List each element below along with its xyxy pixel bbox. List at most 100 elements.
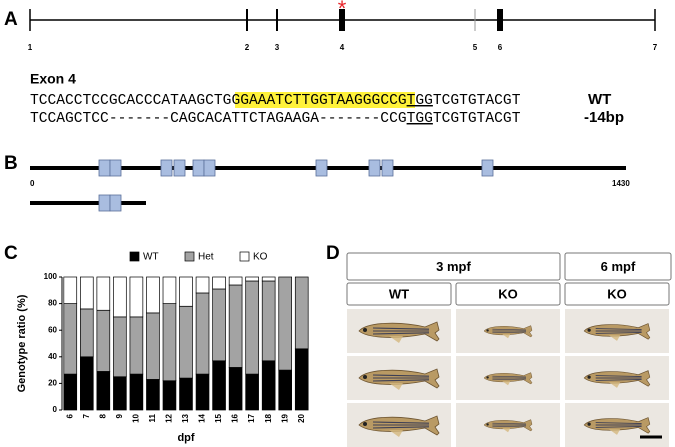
domain (98, 194, 111, 212)
fish-stripe (595, 332, 642, 334)
bar-segment (146, 379, 160, 411)
seq-part: TCCACCTCCGCACCCATAAGCTG (30, 93, 231, 109)
column-header: WT (389, 286, 409, 301)
panel-label: C (4, 243, 18, 264)
fish (358, 415, 440, 437)
bar-segment (195, 373, 210, 411)
wt-label: WT (588, 91, 611, 108)
bar-segment (96, 371, 111, 411)
bar-segment (228, 276, 243, 286)
photo (347, 309, 451, 353)
bar-segment (294, 348, 309, 411)
bar-segment (212, 276, 226, 290)
sequence-title: Exon 4 (30, 71, 76, 87)
fish-fin (608, 382, 621, 388)
domain (315, 159, 328, 177)
bar-segment (96, 309, 111, 372)
fish (483, 325, 533, 339)
mutant-label: -14bp (584, 109, 624, 126)
x-tick-label: 14 (198, 413, 207, 422)
mutant-sequence: TCCAGCTCC-------CAGCACATTCTAGAAGA-------… (30, 111, 521, 127)
bar-segment (245, 276, 259, 282)
x-tick-label: 19 (280, 413, 289, 422)
fish-stripe (595, 426, 642, 428)
domain (481, 159, 494, 177)
bar-segment (129, 316, 144, 375)
fish-eye (363, 375, 367, 379)
fish-fin (502, 381, 511, 386)
domain (203, 159, 216, 177)
x-tick-label: 8 (98, 413, 107, 418)
y-tick-label: 40 (48, 352, 57, 361)
x-axis-label: dpf (177, 432, 194, 444)
exon-label: 2 (245, 43, 250, 52)
bar-segment (80, 356, 94, 411)
fish-stripe (372, 332, 430, 335)
y-tick-label: 20 (48, 379, 57, 388)
fish-fin (389, 336, 403, 343)
seq-pam: TGG (407, 93, 433, 109)
bar-segment (96, 276, 111, 311)
bar-segment (195, 292, 210, 375)
fish-fin (608, 335, 621, 341)
x-tick-label: 15 (214, 413, 223, 422)
domain (109, 159, 122, 177)
fish-fin (389, 383, 403, 390)
photo (565, 356, 669, 400)
group-header-box (346, 252, 561, 281)
fish-stripe (595, 379, 642, 381)
exon (497, 9, 503, 31)
fish-fin (608, 429, 621, 435)
exon-label: 5 (473, 43, 478, 52)
column-header-box (564, 282, 670, 306)
fish-eye (363, 328, 367, 332)
x-tick-label: 12 (165, 413, 174, 422)
exon-label: 1 (28, 43, 33, 52)
fish-eye (486, 423, 489, 426)
legend-label: Het (198, 252, 214, 263)
exon (474, 9, 476, 31)
legend-label: WT (143, 252, 159, 263)
wt-sequence: TCCACCTCCGCACCCATAAGCTGGGAAATCTTGGTAAGGG… (30, 93, 521, 109)
fish-stripe (492, 328, 527, 331)
bar-segment (245, 373, 259, 411)
fish-fin (389, 430, 403, 437)
fish (483, 372, 533, 386)
x-tick-label: 11 (148, 413, 157, 422)
domain (160, 159, 173, 177)
domain (109, 194, 122, 212)
column-header: KO (607, 286, 627, 301)
photo (565, 309, 669, 353)
legend-swatch (239, 251, 250, 262)
fish (483, 419, 533, 433)
exon-label: 6 (498, 43, 503, 52)
fish-eye (587, 328, 591, 332)
y-tick-label: 60 (48, 325, 57, 334)
photo (456, 309, 560, 353)
bar-segment (212, 288, 226, 362)
group-header-box (564, 252, 672, 281)
y-tick-label: 100 (44, 272, 58, 281)
bar-segment (162, 276, 177, 304)
column-header-box (346, 282, 452, 306)
bar-segment (245, 280, 259, 375)
domain (368, 159, 381, 177)
photo (565, 403, 669, 447)
fish-stripe (595, 422, 642, 424)
fish-eye (587, 422, 591, 426)
x-tick-label: 6 (65, 413, 74, 418)
fish-stripe (492, 425, 527, 428)
fish-eye (486, 376, 489, 379)
bar-segment (162, 380, 177, 411)
x-tick-label: 9 (115, 413, 124, 418)
seq-pam: TGG (407, 111, 433, 127)
x-tick-label: 20 (297, 413, 306, 422)
y-axis-label: Genotype ratio (%) (16, 294, 28, 392)
fish-stripe (492, 378, 527, 381)
exon-label: 3 (275, 43, 280, 52)
seq-part: TCGTGTACGT (433, 93, 521, 109)
seq-part: TCGTGTACGT (433, 111, 521, 127)
fish (358, 321, 440, 343)
bar-segment (179, 305, 193, 379)
